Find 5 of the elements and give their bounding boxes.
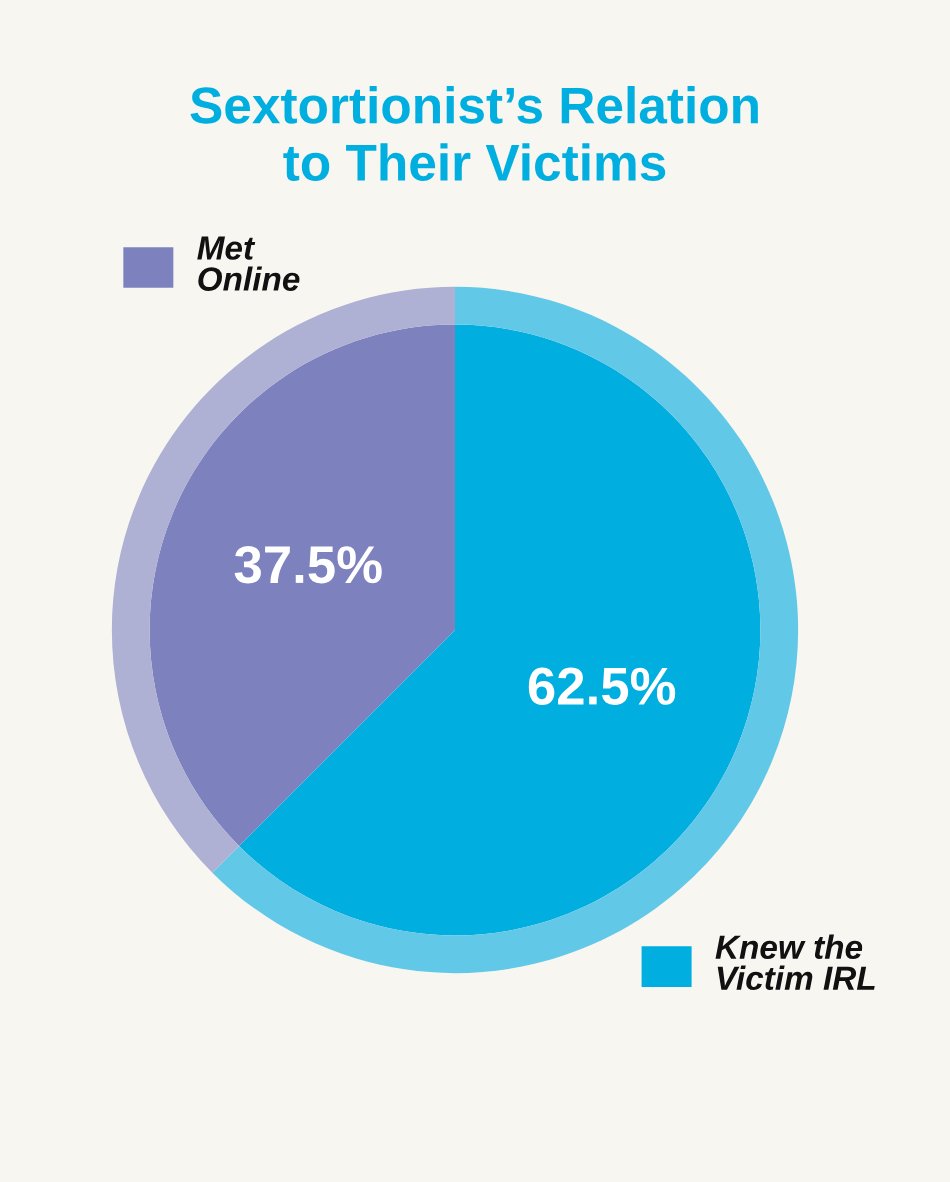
legend-label: Met Online <box>197 236 300 291</box>
legend-label: Knew the Victim IRL <box>715 934 875 991</box>
chart-title: Sextortionist’s Relation to Their Victims <box>190 86 758 181</box>
data-label: 62.5% <box>528 667 676 705</box>
data-label: 37.5% <box>234 546 382 584</box>
